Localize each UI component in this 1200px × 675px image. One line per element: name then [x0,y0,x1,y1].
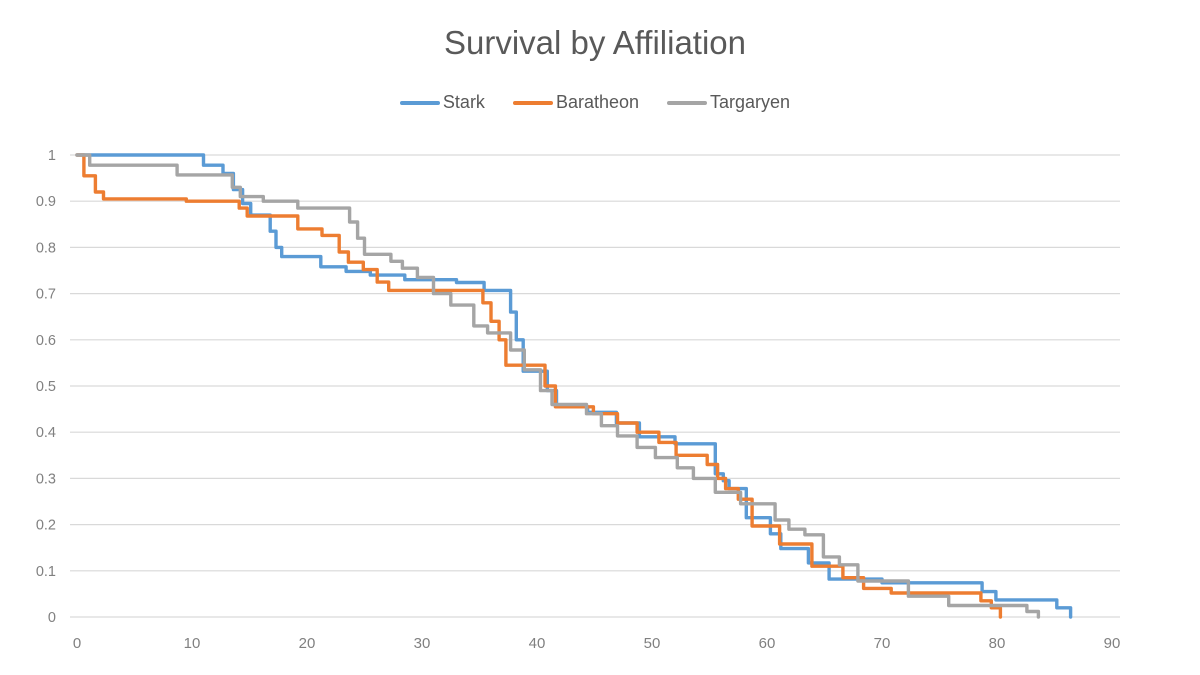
legend-label-baratheon: Baratheon [555,92,640,112]
baratheon-line-swatch-icon [512,100,553,105]
y-tick-label-0.5: 0.5 [36,379,56,395]
legend-label-targaryen: Targaryen [710,92,791,112]
legend-item-stark[interactable]: Stark [399,92,485,113]
series-line-baratheon[interactable] [75,153,1003,619]
y-tick-label-0.2: 0.2 [36,518,56,534]
x-tick-label-30: 30 [414,635,431,652]
x-tick-label-70: 70 [874,635,891,652]
x-tick-label-80: 80 [989,635,1006,652]
x-tick-label-40: 40 [529,635,546,652]
x-tick-label-90: 90 [1104,635,1121,652]
series-lines [75,153,1073,619]
legend-item-targaryen[interactable]: Targaryen [667,92,790,113]
x-tick-label-50: 50 [644,635,661,652]
y-tick-label-0.4: 0.4 [36,425,56,441]
gridlines [70,154,1120,618]
x-tick-label-0: 0 [73,635,81,652]
x-tick-label-10: 10 [184,635,201,652]
legend-label-stark: Stark [442,92,485,112]
x-axis-labels: 0 10 20 30 40 50 60 70 80 90 [73,635,1121,652]
y-tick-label-0.6: 0.6 [36,333,56,349]
y-tick-label-0.9: 0.9 [36,194,56,210]
stark-line-swatch-icon [399,100,440,105]
y-tick-label-0: 0 [48,610,56,626]
y-tick-label-0.3: 0.3 [36,471,56,487]
y-tick-label-0.7: 0.7 [36,287,56,303]
y-axis-labels: 0 0.1 0.2 0.3 0.4 0.5 0.6 0.7 0.8 0.9 1 [36,148,56,626]
y-tick-label-0.1: 0.1 [36,564,56,580]
y-tick-label-0.8: 0.8 [36,240,56,256]
targaryen-line-swatch-icon [667,100,708,105]
legend-item-baratheon[interactable]: Baratheon [512,92,640,113]
series-line-targaryen[interactable] [75,153,1041,619]
x-tick-label-60: 60 [759,635,776,652]
chart-legend: Stark Baratheon Targaryen [0,92,1190,113]
x-tick-label-20: 20 [299,635,316,652]
chart-title: Survival by Affiliation [443,24,747,61]
y-tick-label-1: 1 [48,148,56,164]
